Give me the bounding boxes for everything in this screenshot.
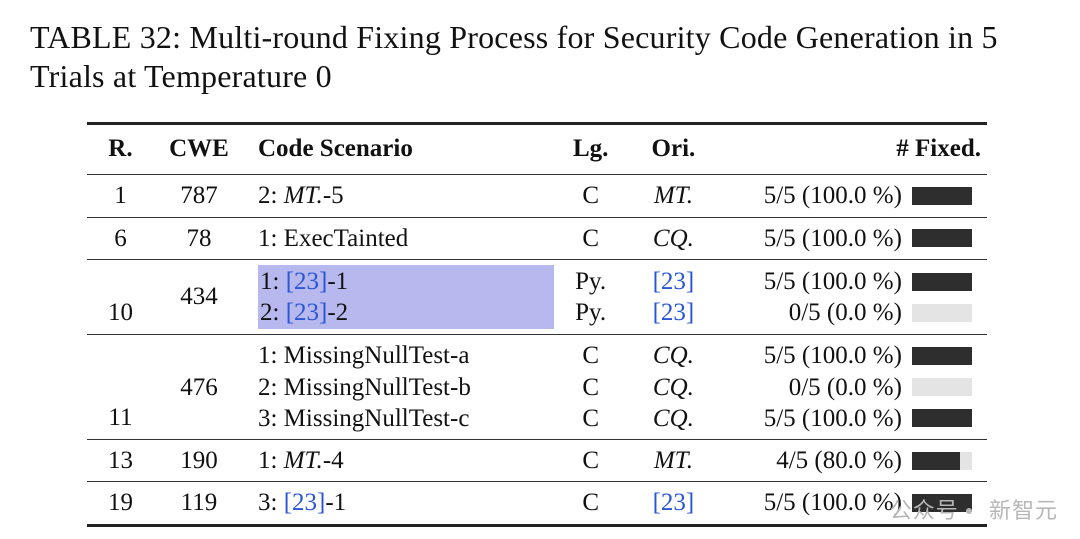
th-scenario: Code Scenario [244,124,552,175]
cell-cwe: 434 [154,259,244,335]
cell-r: 19 [87,482,154,525]
cell-scenario: 2: MT.-5 [244,175,552,217]
cell-fixed: 5/5 (100.0 %) [718,482,908,525]
fixed-bar [912,347,972,365]
cell-scenario: 1: MT.-4 [244,440,552,482]
cell-bar [908,440,987,482]
cell-lg: C [552,440,629,482]
table-row: 104341: [23]-12: [23]-2Py.Py.[23][23]5/5… [87,259,987,335]
cell-bar [908,482,987,525]
cell-ori: CQ. [629,217,718,259]
cell-lg: C [552,217,629,259]
table-caption: TABLE 32: Multi-round Fixing Process for… [30,18,1044,96]
fixed-bar [912,409,972,427]
cell-scenario: 3: [23]-1 [244,482,552,525]
cell-fixed: 5/5 (100.0 %) [718,217,908,259]
cell-cwe: 78 [154,217,244,259]
th-ori: Ori. [629,124,718,175]
fixed-bar [912,304,972,322]
table-row: 17872: MT.-5CMT.5/5 (100.0 %) [87,175,987,217]
cell-bar [908,217,987,259]
cell-cwe: 119 [154,482,244,525]
cell-ori: [23][23] [629,259,718,335]
cell-cwe: 476 [154,335,244,440]
cell-lg: CCC [552,335,629,440]
cell-scenario: 1: ExecTainted [244,217,552,259]
cell-lg: C [552,482,629,525]
cell-ori: MT. [629,440,718,482]
table-row: 6781: ExecTaintedCCQ.5/5 (100.0 %) [87,217,987,259]
results-table: R. CWE Code Scenario Lg. Ori. # Fixed. 1… [87,122,987,527]
cell-r: 11 [87,335,154,440]
cell-r: 1 [87,175,154,217]
cell-fixed: 5/5 (100.0 %)0/5 (0.0 %)5/5 (100.0 %) [718,335,908,440]
table-row: 191193: [23]-1C[23]5/5 (100.0 %) [87,482,987,525]
table-row: 131901: MT.-4CMT.4/5 (80.0 %) [87,440,987,482]
th-r: R. [87,124,154,175]
cell-fixed: 4/5 (80.0 %) [718,440,908,482]
cell-bar [908,175,987,217]
cell-r: 10 [87,259,154,335]
table-row: 114761: MissingNullTest-a2: MissingNullT… [87,335,987,440]
th-cwe: CWE [154,124,244,175]
table-container: R. CWE Code Scenario Lg. Ori. # Fixed. 1… [87,122,987,527]
cell-scenario: 1: [23]-12: [23]-2 [244,259,552,335]
fixed-bar [912,229,972,247]
cell-bar [908,259,987,335]
cell-scenario: 1: MissingNullTest-a2: MissingNullTest-b… [244,335,552,440]
cell-lg: Py.Py. [552,259,629,335]
cell-bar [908,335,987,440]
th-fixed: # Fixed. [718,124,987,175]
fixed-bar [912,273,972,291]
cell-cwe: 190 [154,440,244,482]
cell-cwe: 787 [154,175,244,217]
fixed-bar [912,452,972,470]
cell-fixed: 5/5 (100.0 %) [718,175,908,217]
cell-r: 13 [87,440,154,482]
fixed-bar [912,494,972,512]
cell-ori: [23] [629,482,718,525]
cell-ori: CQ.CQ.CQ. [629,335,718,440]
cell-fixed: 5/5 (100.0 %)0/5 (0.0 %) [718,259,908,335]
cell-ori: MT. [629,175,718,217]
fixed-bar [912,378,972,396]
th-lg: Lg. [552,124,629,175]
fixed-bar [912,187,972,205]
cell-r: 6 [87,217,154,259]
cell-lg: C [552,175,629,217]
